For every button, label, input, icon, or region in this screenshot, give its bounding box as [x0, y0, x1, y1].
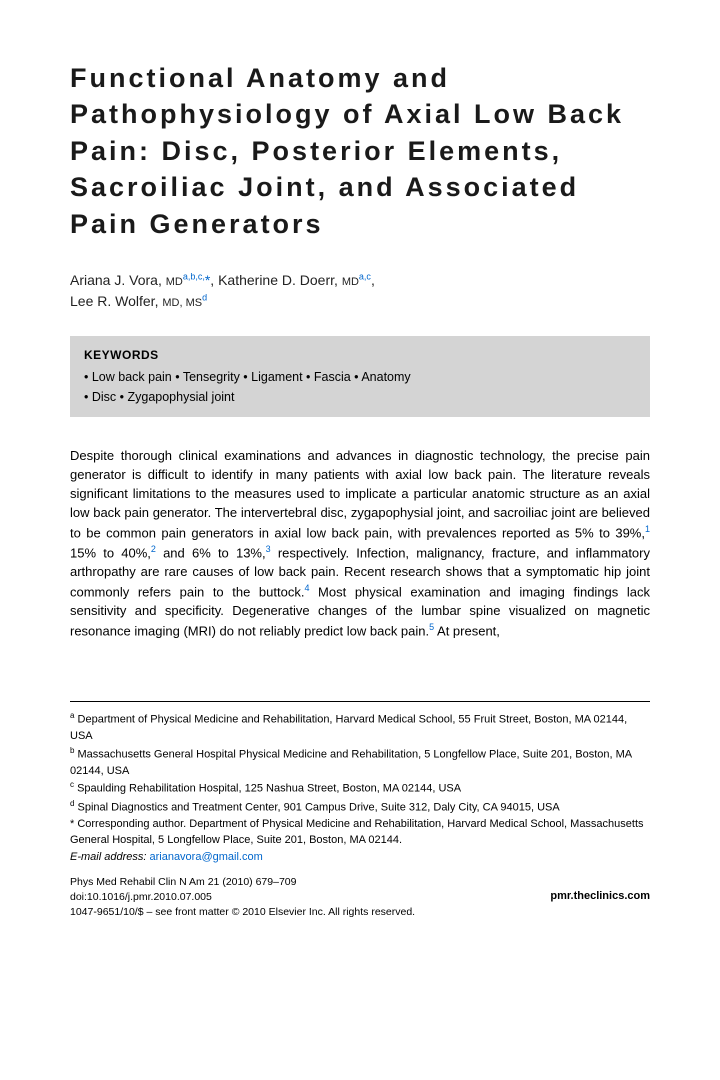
- email-line: E-mail address: arianavora@gmail.com: [70, 849, 650, 866]
- authors-block: Ariana J. Vora, MDa,b,c,*, Katherine D. …: [70, 270, 650, 312]
- author-degree: MD: [342, 276, 359, 288]
- author-degree: MD: [166, 276, 183, 288]
- article-title: Functional Anatomy and Pathophysiology o…: [70, 60, 650, 242]
- author-affiliation-ref: a,b,c,: [183, 272, 205, 282]
- keywords-title: KEYWORDS: [84, 346, 636, 365]
- keywords-line: • Low back pain • Tensegrity • Ligament …: [84, 367, 636, 387]
- journal-url[interactable]: pmr.theclinics.com: [550, 889, 650, 904]
- affiliation-item: b Massachusetts General Hospital Physica…: [70, 745, 650, 780]
- corresponding-mark: *: [205, 272, 210, 288]
- abstract-segment: Despite thorough clinical examinations a…: [70, 448, 650, 540]
- email-label: E-mail address:: [70, 851, 146, 863]
- abstract-segment: and 6% to 13%,: [156, 545, 266, 560]
- author-name: Lee R. Wolfer: [70, 293, 155, 309]
- author-degree: MD, MS: [162, 297, 202, 309]
- publication-info: Phys Med Rehabil Clin N Am 21 (2010) 679…: [70, 875, 650, 919]
- footer-divider: [70, 701, 650, 702]
- copyright: 1047-9651/10/$ – see front matter © 2010…: [70, 905, 650, 920]
- keywords-line: • Disc • Zygapophysial joint: [84, 387, 636, 407]
- email-link[interactable]: arianavora@gmail.com: [149, 851, 262, 863]
- abstract-segment: 15% to 40%,: [70, 545, 151, 560]
- abstract-segment: At present,: [434, 623, 500, 638]
- author-name: Ariana J. Vora: [70, 272, 158, 288]
- corresponding-author: * Corresponding author. Department of Ph…: [70, 816, 650, 849]
- keywords-box: KEYWORDS • Low back pain • Tensegrity • …: [70, 336, 650, 417]
- author-name: Katherine D. Doerr: [218, 272, 334, 288]
- citation-ref[interactable]: 1: [645, 524, 650, 534]
- affiliation-item: c Spaulding Rehabilitation Hospital, 125…: [70, 779, 650, 797]
- author-affiliation-ref: a,c: [359, 272, 371, 282]
- abstract-text: Despite thorough clinical examinations a…: [70, 447, 650, 641]
- journal-citation: Phys Med Rehabil Clin N Am 21 (2010) 679…: [70, 875, 650, 890]
- affiliation-item: d Spinal Diagnostics and Treatment Cente…: [70, 798, 650, 816]
- affiliations-block: a Department of Physical Medicine and Re…: [70, 710, 650, 865]
- affiliation-item: a Department of Physical Medicine and Re…: [70, 710, 650, 745]
- author-affiliation-ref: d: [202, 293, 207, 303]
